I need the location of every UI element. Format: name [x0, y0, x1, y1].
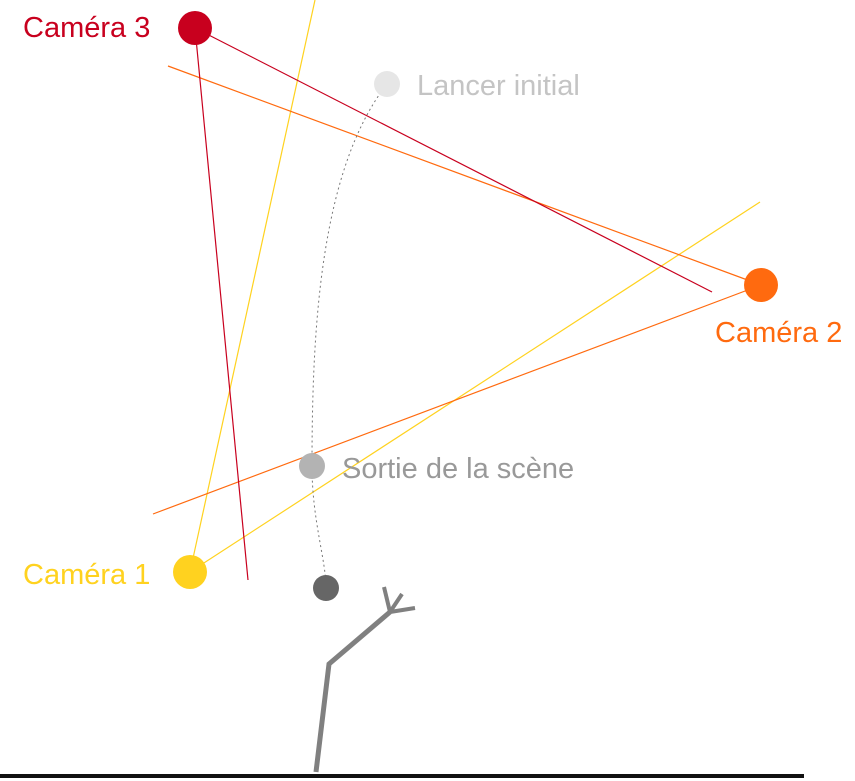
ball	[313, 575, 339, 601]
camera1-marker	[173, 555, 207, 589]
camera2-sightline-top	[167, 65, 762, 286]
camera1-sightline-right	[189, 201, 761, 573]
thrower-arm	[313, 610, 392, 773]
initial-throw-point	[374, 71, 400, 97]
camera3-marker	[178, 11, 212, 45]
camera2-label: Caméra 2	[715, 317, 842, 349]
scene-exit-label: Sortie de la scène	[342, 453, 574, 485]
camera2-marker	[744, 268, 778, 302]
thrower-finger-1	[382, 586, 392, 613]
camera3-label: Caméra 3	[23, 12, 150, 44]
camera3-sightline-down	[194, 27, 249, 581]
camera2-sightline-bottom	[152, 284, 762, 515]
camera1-label: Caméra 1	[23, 559, 150, 591]
thrower-finger-2	[388, 592, 404, 614]
thrower-finger-3	[389, 606, 416, 614]
scene-exit-point	[299, 453, 325, 479]
camera3-sightline-right	[194, 27, 713, 293]
initial-throw-label: Lancer initial	[417, 70, 580, 102]
camera1-sightline-left	[189, 0, 316, 573]
ball-trajectory	[311, 83, 388, 589]
